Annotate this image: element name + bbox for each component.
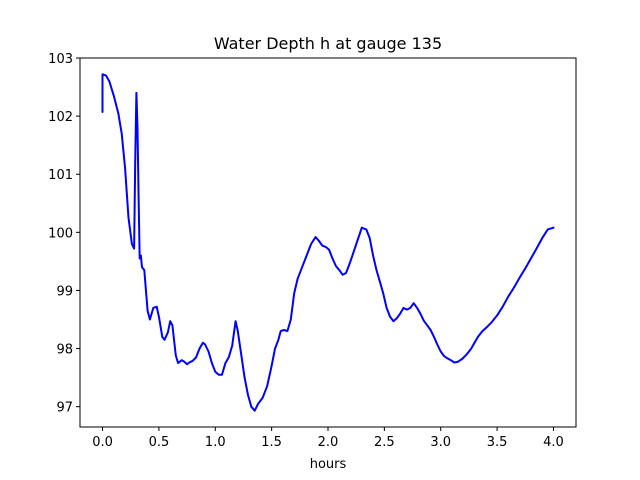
chart-title: Water Depth h at gauge 135	[214, 34, 442, 53]
x-tick-label: 1.0	[205, 435, 226, 450]
x-tick-label: 1.5	[261, 435, 282, 450]
x-tick-label: 2.0	[318, 435, 339, 450]
y-tick-label: 102	[48, 110, 73, 125]
y-tick-label: 98	[56, 343, 73, 358]
series-layer	[101, 73, 555, 412]
y-tick-label: 103	[48, 52, 73, 67]
x-axis-title: hours	[310, 457, 347, 472]
x-tick-label: 4.0	[543, 435, 564, 450]
axis-layer: 0.0 0.5 1.0 1.5 2.0 2.5 3.0 3.5 4.0 97 98 99 100 101 1…	[48, 52, 564, 450]
x-tick-label: 0.5	[149, 435, 170, 450]
y-tick-label: 99	[56, 284, 73, 299]
y-tick-label: 97	[56, 401, 73, 416]
x-tick-label: 3.5	[487, 435, 508, 450]
plot-frame	[80, 58, 576, 427]
y-tick-label: 100	[48, 226, 73, 241]
x-tick-label: 0.0	[92, 435, 113, 450]
plot-border	[79, 57, 577, 428]
x-tick-label: 2.5	[374, 435, 395, 450]
y-tick-label: 101	[48, 168, 73, 183]
x-tick-label: 3.0	[430, 435, 451, 450]
water-depth-line	[101, 73, 555, 412]
